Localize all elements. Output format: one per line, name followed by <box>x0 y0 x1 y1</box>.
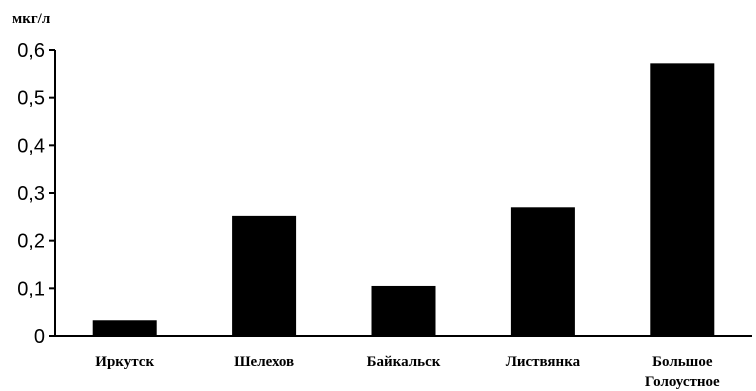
y-tick-label: 0,4 <box>17 135 45 157</box>
bar <box>371 285 436 336</box>
y-tick-label: 0,6 <box>17 40 45 62</box>
x-category-label-line: Байкальск <box>367 354 441 370</box>
x-category-label-line: Шелехов <box>234 354 294 370</box>
y-tick-label: 0,1 <box>17 278 45 300</box>
x-category-label-line: Листвянка <box>506 354 581 370</box>
y-tick-label: 0,5 <box>17 88 45 110</box>
x-category-label: Байкальск <box>367 354 441 370</box>
bar <box>510 207 575 336</box>
bar <box>92 320 157 336</box>
y-axis-unit-label: мкг/л <box>12 11 51 27</box>
x-category-label: Шелехов <box>234 354 294 370</box>
x-category-label: Большое Голоустное <box>645 354 720 390</box>
x-category-label: Иркутск <box>95 354 154 370</box>
x-category-label-line: Иркутск <box>95 354 154 370</box>
x-category-label: Листвянка <box>506 354 581 370</box>
y-tick-label: 0,3 <box>17 183 45 205</box>
y-tick-label: 0 <box>34 326 45 348</box>
x-category-label-line: Голоустное <box>645 374 720 390</box>
bar <box>232 215 297 336</box>
x-category-label-line: Большое <box>652 354 713 370</box>
x-axis-labels: Иркутск Шелехов Байкальск Листвянка Большое Г… <box>95 354 720 390</box>
bars-group <box>92 63 715 336</box>
bar <box>650 63 715 336</box>
y-axis-ticks: 0 0,1 0,2 0,3 0,4 0,5 0,6 <box>17 40 55 348</box>
axes-group <box>54 50 752 337</box>
y-tick-label: 0,2 <box>17 231 45 253</box>
